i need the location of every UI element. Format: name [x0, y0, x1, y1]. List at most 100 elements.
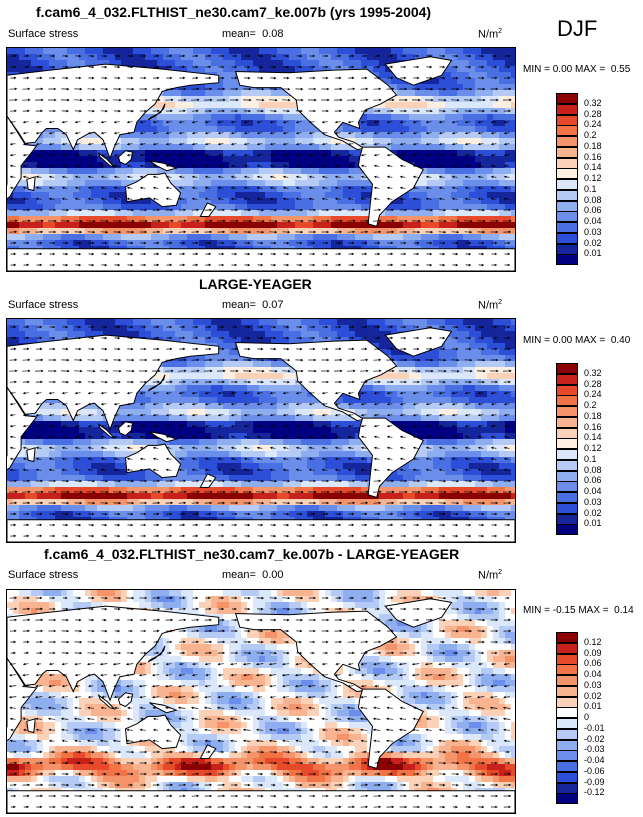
- field-cell: [451, 319, 458, 326]
- field-cell: [505, 144, 512, 151]
- field-cell: [265, 60, 272, 67]
- field-cell: [193, 228, 200, 235]
- stress-vector-head: [152, 197, 156, 201]
- stress-vector-head: [390, 241, 394, 245]
- stress-vector-head: [169, 65, 173, 69]
- colorbar-swatch: [556, 157, 578, 169]
- stress-vector-head: [26, 252, 30, 256]
- field-cell: [265, 48, 272, 55]
- field-cell: [55, 150, 62, 157]
- stress-vector-head: [74, 153, 78, 157]
- stress-vector: [127, 121, 133, 123]
- stress-vector-head: [273, 241, 277, 245]
- stress-vector-head: [443, 109, 446, 113]
- field-cell: [85, 168, 92, 175]
- field-cell: [55, 168, 62, 175]
- stress-vector-head: [248, 109, 251, 113]
- field-cell: [505, 234, 512, 241]
- stress-vector: [335, 198, 341, 200]
- field-cell: [391, 222, 398, 229]
- stress-vector-head: [66, 87, 70, 91]
- field-cell: [349, 186, 356, 193]
- field-cell: [439, 102, 446, 109]
- stress-vector-head: [91, 76, 95, 80]
- field-cell: [481, 228, 488, 235]
- field-cell: [211, 325, 218, 332]
- field-cell: [433, 156, 440, 163]
- field-cell: [235, 90, 242, 97]
- field-cell: [343, 210, 350, 217]
- stress-vector-head: [78, 241, 82, 245]
- field-cell: [487, 156, 494, 163]
- stress-vector: [75, 143, 81, 145]
- stress-vector-head: [347, 142, 351, 146]
- field-cell: [223, 240, 230, 247]
- field-cell: [463, 60, 470, 67]
- field-cell: [265, 54, 272, 61]
- field-cell: [439, 84, 446, 91]
- stress-vector-head: [117, 263, 121, 267]
- field-cell: [331, 60, 338, 67]
- field-cell: [121, 319, 128, 326]
- field-cell: [13, 319, 20, 326]
- field-cell: [7, 325, 14, 332]
- stress-vector-head: [365, 98, 369, 102]
- stress-vector-head: [438, 120, 442, 124]
- field-cell: [13, 66, 20, 73]
- field-cell: [487, 210, 494, 217]
- field-cell: [511, 60, 515, 67]
- field-cell: [457, 150, 464, 157]
- stress-vector-head: [347, 186, 351, 190]
- panel-2-mean: mean= 0.07: [222, 299, 284, 311]
- field-cell: [115, 319, 122, 326]
- field-cell: [97, 156, 104, 163]
- field-cell: [283, 168, 290, 175]
- field-cell: [469, 144, 476, 151]
- stress-vector: [348, 187, 354, 189]
- field-cell: [55, 240, 62, 247]
- field-cell: [457, 114, 464, 121]
- field-cell: [343, 192, 350, 199]
- field-cell: [121, 198, 128, 205]
- stress-vector: [257, 121, 263, 123]
- field-cell: [91, 325, 98, 332]
- field-cell: [355, 186, 362, 193]
- field-cell: [307, 156, 314, 163]
- field-cell: [169, 144, 176, 151]
- field-cell: [49, 204, 56, 211]
- stress-vector-head: [35, 142, 39, 146]
- field-cell: [151, 156, 158, 163]
- stress-vector-head: [299, 54, 303, 58]
- field-cell: [229, 234, 236, 241]
- field-cell: [445, 96, 452, 103]
- field-cell: [193, 138, 200, 145]
- field-cell: [79, 192, 86, 199]
- stress-vector-head: [352, 98, 356, 102]
- field-cell: [175, 319, 182, 326]
- field-cell: [439, 228, 446, 235]
- field-cell: [181, 186, 188, 193]
- stress-vector: [426, 165, 432, 167]
- stress-vector: [296, 143, 302, 145]
- field-cell: [265, 180, 272, 187]
- field-cell: [301, 114, 308, 121]
- field-cell: [157, 210, 164, 217]
- stress-vector: [192, 176, 198, 178]
- field-cell: [361, 234, 368, 241]
- field-cell: [211, 54, 218, 61]
- field-cell: [475, 228, 482, 235]
- field-cell: [223, 78, 230, 85]
- stress-vector-head: [373, 131, 377, 135]
- field-cell: [499, 60, 506, 67]
- field-cell: [421, 114, 428, 121]
- field-cell: [247, 60, 254, 67]
- field-cell: [325, 150, 332, 157]
- stress-vector-head: [91, 241, 95, 245]
- stress-vector-head: [321, 164, 325, 168]
- field-cell: [25, 210, 32, 217]
- field-cell: [49, 234, 56, 241]
- field-cell: [97, 319, 104, 326]
- field-cell: [163, 48, 170, 55]
- field-cell: [7, 222, 14, 229]
- stress-vector-head: [22, 197, 26, 201]
